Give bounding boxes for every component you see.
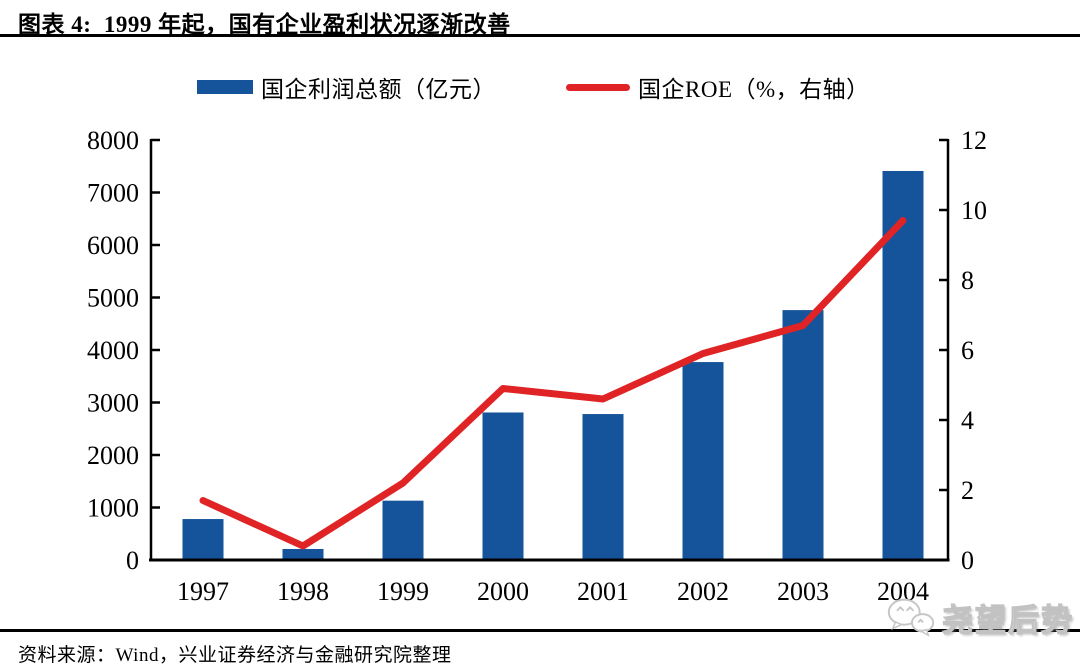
figure-title: 图表 4: 1999 年起，国有企业盈利状况逐渐改善 <box>18 12 511 37</box>
right-axis-tick-label: 0 <box>961 546 974 575</box>
figure-header: 图表 4: 1999 年起，国有企业盈利状况逐渐改善 <box>0 0 1080 37</box>
profit-bar <box>382 500 424 560</box>
profit-bar <box>282 548 324 560</box>
x-axis-category-label: 2000 <box>477 577 529 606</box>
profit-bar <box>882 170 924 560</box>
profit-bar <box>682 362 724 560</box>
left-axis-tick-label: 2000 <box>87 441 139 470</box>
profit-bar <box>582 414 624 560</box>
x-axis-category-label: 1998 <box>277 577 329 606</box>
left-axis-tick-label: 8000 <box>87 126 139 155</box>
left-axis-tick-label: 1000 <box>87 494 139 523</box>
legend-item-roe: 国企ROE（%，右轴） <box>566 68 870 106</box>
source-text: 资料来源：Wind，兴业证券经济与金融研究院整理 <box>18 645 452 666</box>
bar-swatch-icon <box>197 80 253 94</box>
left-axis-tick-label: 4000 <box>87 336 139 365</box>
legend-item-profit: 国企利润总额（亿元） <box>197 68 496 106</box>
x-axis-category-label: 2001 <box>577 577 629 606</box>
legend-label-roe: 国企ROE（%，右轴） <box>638 77 870 102</box>
right-axis-tick-label: 2 <box>961 476 974 505</box>
x-axis-category-label: 1997 <box>177 577 229 606</box>
right-axis-tick-label: 8 <box>961 266 974 295</box>
wechat-icon <box>887 598 935 637</box>
right-axis-tick-label: 6 <box>961 336 974 365</box>
watermark-text: 尧望后势 <box>941 602 1074 638</box>
right-axis-tick-label: 10 <box>961 196 987 225</box>
left-axis-tick-label: 5000 <box>87 284 139 313</box>
left-axis-tick-label: 0 <box>126 546 139 575</box>
x-axis-category-label: 2003 <box>777 577 829 606</box>
line-swatch-icon <box>566 83 630 91</box>
profit-bar <box>782 310 824 560</box>
figure-footer: 资料来源：Wind，兴业证券经济与金融研究院整理 <box>0 629 1080 672</box>
roe-line <box>199 217 907 550</box>
x-axis-category-label: 1999 <box>377 577 429 606</box>
right-axis-tick-label: 4 <box>961 406 974 435</box>
watermark: 尧望后势 <box>884 594 1074 640</box>
profit-bar <box>482 412 524 560</box>
profit-bar <box>182 519 224 560</box>
left-axis-tick-label: 7000 <box>87 179 139 208</box>
left-axis-tick-label: 6000 <box>87 231 139 260</box>
left-axis-tick-label: 3000 <box>87 389 139 418</box>
chart-legend: 国企利润总额（亿元） 国企ROE（%，右轴） <box>0 68 1080 106</box>
x-axis-category-label: 2002 <box>677 577 729 606</box>
legend-label-profit: 国企利润总额（亿元） <box>261 77 496 102</box>
right-axis-tick-label: 12 <box>961 126 987 155</box>
